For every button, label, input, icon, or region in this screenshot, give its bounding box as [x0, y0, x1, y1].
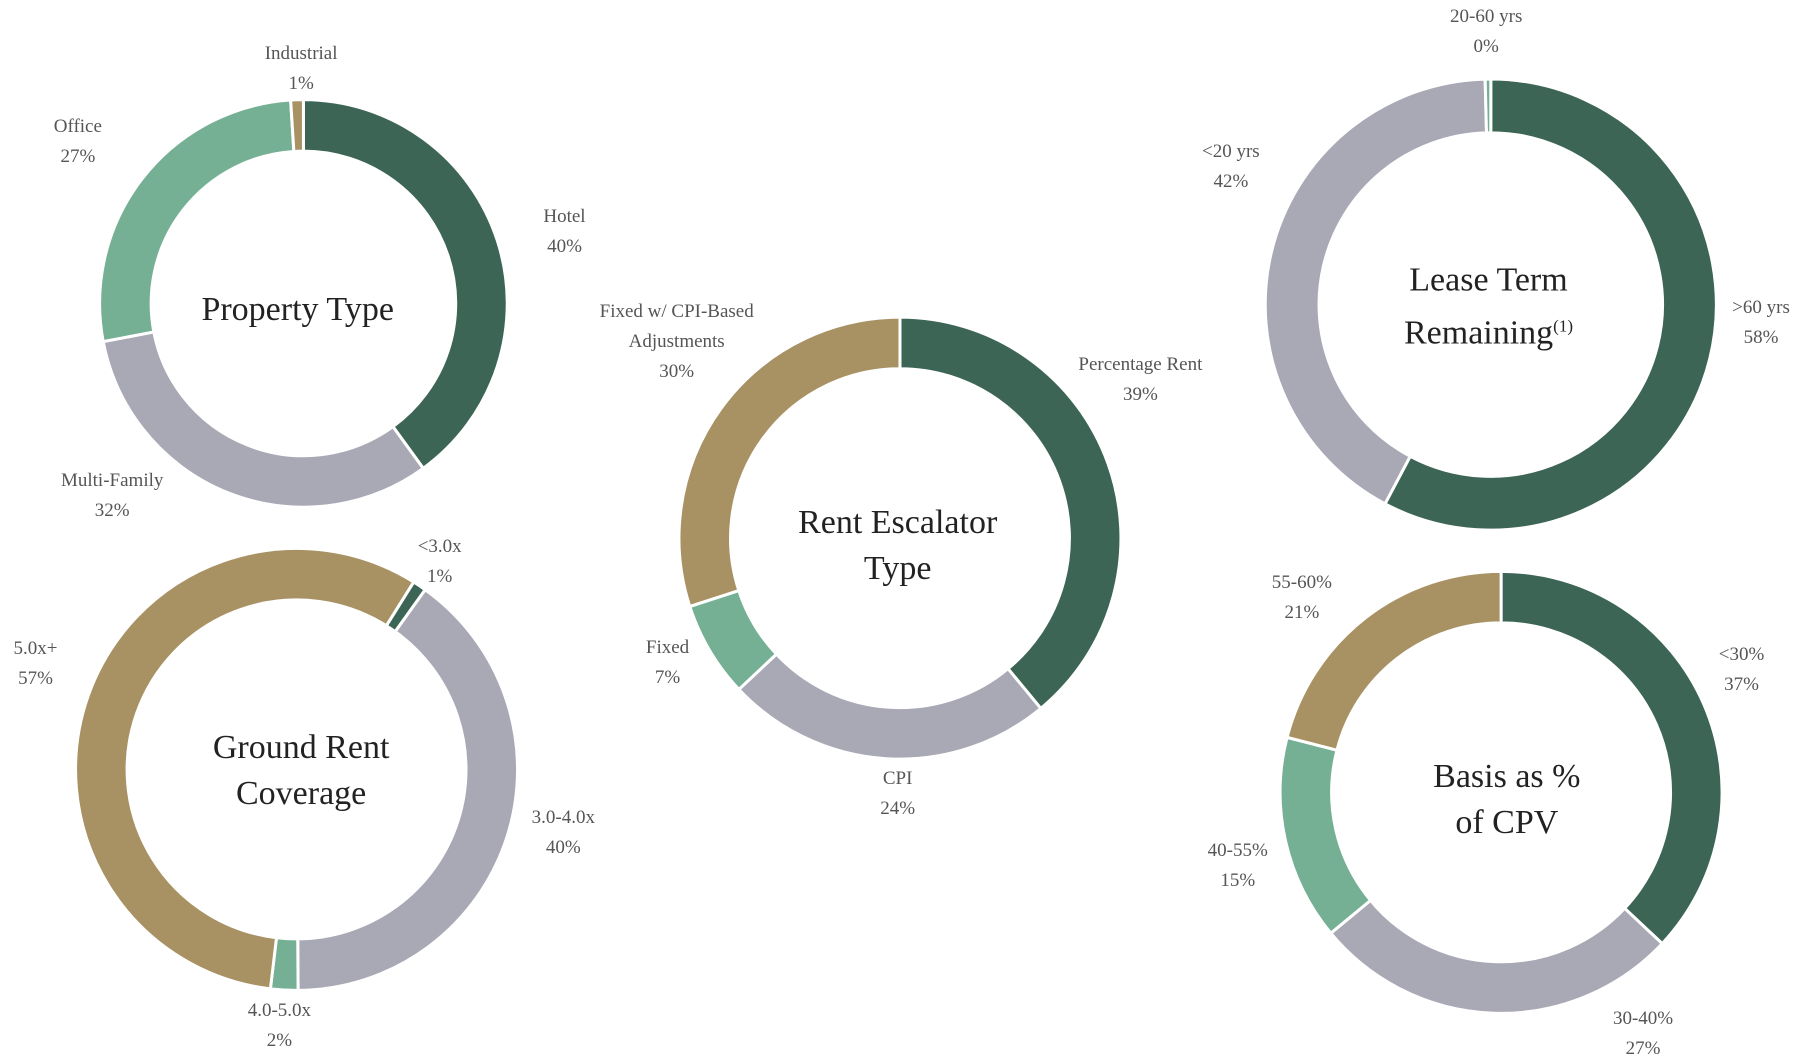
title-text: Property Type: [201, 291, 394, 329]
donut-segment: [736, 652, 1043, 761]
donut-segment: [1499, 569, 1724, 946]
category-label: Percentage Rent: [1078, 354, 1203, 376]
donut-segment: [677, 315, 902, 609]
chart-title: Rent Escalator Type: [777, 500, 1017, 592]
segment-label: <20 yrs 42%: [1179, 137, 1282, 197]
segment-label: 55-60% 21%: [1256, 568, 1348, 628]
value-label: 1%: [427, 566, 453, 588]
segment-label: CPI 24%: [852, 764, 944, 824]
category-label: 30-40%: [1612, 1008, 1674, 1030]
chart-title: Property Type: [149, 287, 447, 333]
donut-segment: [1328, 898, 1665, 1015]
category-label: 3.0-4.0x: [531, 806, 595, 828]
donut-segment: [101, 330, 426, 509]
category-label: Office: [53, 116, 102, 138]
category-label: <30%: [1718, 644, 1765, 666]
title-text: Basis as % of CPV: [1433, 758, 1581, 842]
segment-label: Multi-Family 32%: [32, 466, 192, 526]
segment-label: Fixed 7%: [622, 633, 714, 693]
donut-segment: [1263, 77, 1489, 506]
value-label: 58%: [1743, 327, 1779, 349]
category-label: Fixed w/ CPI-Based Adjustments: [599, 300, 754, 352]
segment-label: Percentage Rent 39%: [1049, 350, 1232, 410]
value-label: 15%: [1220, 869, 1256, 891]
value-label: 42%: [1213, 171, 1249, 193]
segment-label: <3.0x 1%: [394, 532, 486, 592]
value-label: 39%: [1122, 384, 1158, 406]
segment-label: 4.0-5.0x 2%: [222, 996, 337, 1056]
category-label: 40-55%: [1207, 839, 1268, 861]
value-label: 21%: [1284, 601, 1320, 623]
category-label: Industrial: [264, 42, 338, 64]
category-label: CPI: [882, 767, 913, 789]
title-text: Ground Rent Coverage: [212, 728, 390, 812]
value-label: 37%: [1724, 674, 1759, 696]
category-label: 4.0-5.0x: [247, 1000, 312, 1022]
donut-segment: [1382, 77, 1718, 532]
donut-segment: [1483, 77, 1493, 135]
title-text: Lease Term Remaining: [1403, 261, 1568, 352]
value-label: 40%: [545, 836, 581, 858]
segment-label: Office 27%: [9, 112, 146, 172]
title-note: (1): [1553, 316, 1574, 336]
segment-label: 40-55% 15%: [1192, 836, 1284, 896]
segment-label: Fixed w/ CPI-Based Adjustments 30%: [579, 297, 774, 387]
value-label: 57%: [18, 668, 53, 690]
donut-segment: [289, 98, 305, 154]
value-label: 40%: [547, 235, 582, 257]
chart-title: Basis as % of CPV: [1427, 754, 1587, 846]
segment-label: Hotel 40%: [496, 202, 633, 262]
donut-segment: [296, 587, 520, 992]
category-label: 20-60 yrs: [1450, 6, 1523, 28]
value-label: 27%: [1625, 1038, 1661, 1060]
segment-label: 5.0x+ 57%: [0, 634, 76, 694]
donut-segment: [1278, 735, 1373, 936]
category-label: Multi-Family: [60, 470, 164, 491]
category-label: <20 yrs: [1202, 141, 1260, 163]
segment-label: 3.0-4.0x 40%: [506, 803, 621, 863]
category-label: >60 yrs: [1732, 297, 1790, 319]
donut-segment: [1285, 569, 1503, 753]
category-label: Fixed: [645, 637, 690, 659]
value-label: 7%: [654, 667, 681, 689]
value-label: 1%: [288, 72, 314, 94]
value-label: 27%: [60, 146, 96, 168]
value-label: 30%: [659, 360, 695, 382]
chart-title: Ground Rent Coverage: [187, 725, 416, 817]
title-text: Rent Escalator Type: [798, 504, 998, 588]
segment-label: >60 yrs 58%: [1715, 293, 1795, 353]
segment-label: 30-40% 27%: [1597, 1004, 1689, 1060]
segment-label: <30% 37%: [1701, 640, 1781, 700]
donut-segment: [898, 315, 1123, 711]
category-label: 5.0x+: [13, 638, 58, 660]
category-label: <3.0x: [417, 536, 462, 558]
segment-label: 20-60 yrs 0%: [1429, 2, 1544, 62]
donut-segment: [301, 98, 509, 471]
donut-segment: [74, 546, 416, 991]
chart-title: Lease Term Remaining(1): [1391, 257, 1586, 356]
value-label: 32%: [94, 500, 130, 521]
segment-label: Industrial 1%: [232, 39, 369, 99]
value-label: 0%: [1473, 36, 1499, 58]
value-label: 24%: [880, 797, 916, 819]
category-label: 55-60%: [1271, 571, 1332, 593]
value-label: 2%: [266, 1030, 293, 1052]
category-label: Hotel: [543, 205, 586, 227]
